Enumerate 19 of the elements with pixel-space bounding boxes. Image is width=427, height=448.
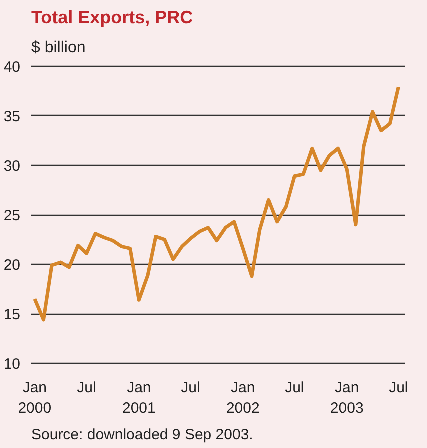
x-tick-label: Jul [77,380,96,396]
x-tick-label: Jan 2001 [122,380,156,417]
y-tick-label: 20 [4,257,21,274]
line-series [33,86,400,322]
y-tick-label: 35 [4,108,21,126]
x-tick-label: Jul [181,380,200,396]
source-note: Source: downloaded 9 Sep 2003. [32,426,254,444]
y-tick-label: 40 [4,58,21,76]
y-tick-label: 15 [4,306,21,324]
x-tick-label: Jul [285,380,304,396]
y-axis-title: $ billion [32,40,86,56]
y-tick-label: 25 [4,208,21,224]
x-tick-label: Jan 2003 [330,380,364,417]
y-tick-label: 10 [4,356,21,374]
y-tick-label: 30 [4,158,21,175]
x-tick-label: Jul [389,380,408,396]
x-tick-label: Jan 2002 [226,380,260,417]
chart-title: Total Exports, PRC [32,8,194,28]
x-tick-label: Jan 2000 [18,380,52,417]
